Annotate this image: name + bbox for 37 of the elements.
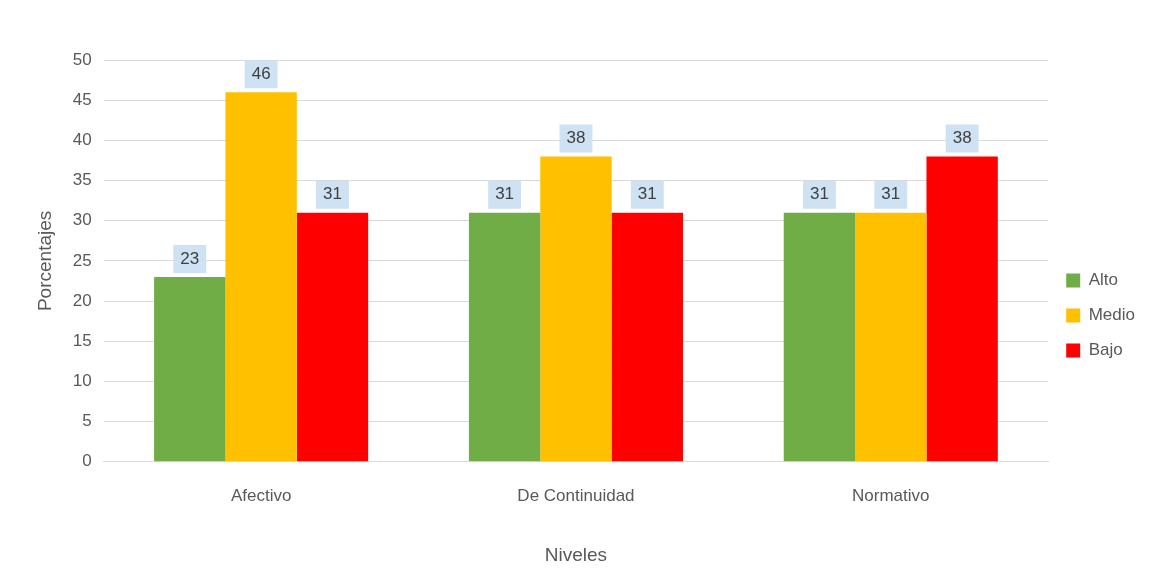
y-tick-label: 15 bbox=[72, 330, 92, 350]
x-tick-label: Normativo bbox=[852, 485, 930, 505]
bar bbox=[540, 156, 612, 462]
y-axis-title: Porcentajes bbox=[33, 210, 55, 312]
y-tick-label: 10 bbox=[72, 371, 92, 391]
data-label: 38 bbox=[952, 128, 972, 148]
bar bbox=[611, 212, 683, 462]
bar bbox=[855, 212, 927, 462]
bar bbox=[225, 92, 297, 462]
y-tick-label: 50 bbox=[72, 49, 92, 69]
y-tick-label: 40 bbox=[72, 130, 92, 150]
data-label: 46 bbox=[251, 63, 271, 83]
bar bbox=[783, 212, 856, 462]
bar bbox=[296, 212, 369, 462]
data-label: 38 bbox=[566, 128, 586, 148]
x-tick-label: De Continuidad bbox=[517, 485, 635, 505]
x-axis-title: Niveles bbox=[544, 543, 608, 565]
y-tick-label: 20 bbox=[72, 290, 92, 310]
bar bbox=[926, 156, 998, 462]
legend-label: Alto bbox=[1088, 270, 1118, 290]
bar bbox=[154, 276, 226, 462]
legend-label: Bajo bbox=[1088, 340, 1123, 360]
y-tick-label: 25 bbox=[72, 250, 92, 270]
x-tick-label: Afectivo bbox=[230, 485, 292, 505]
y-tick-label: 5 bbox=[82, 411, 92, 431]
y-tick-label: 35 bbox=[72, 170, 92, 190]
data-label: 31 bbox=[495, 184, 515, 204]
data-label: 23 bbox=[180, 248, 200, 268]
y-tick-label: 45 bbox=[72, 89, 92, 109]
data-label: 31 bbox=[881, 184, 901, 204]
data-label: 31 bbox=[323, 184, 342, 204]
data-label: 31 bbox=[637, 184, 657, 204]
data-label: 31 bbox=[809, 184, 829, 204]
legend-label: Medio bbox=[1088, 305, 1136, 325]
y-tick-label: 30 bbox=[72, 210, 92, 230]
bar bbox=[468, 212, 541, 462]
y-tick-label: 0 bbox=[82, 451, 92, 471]
